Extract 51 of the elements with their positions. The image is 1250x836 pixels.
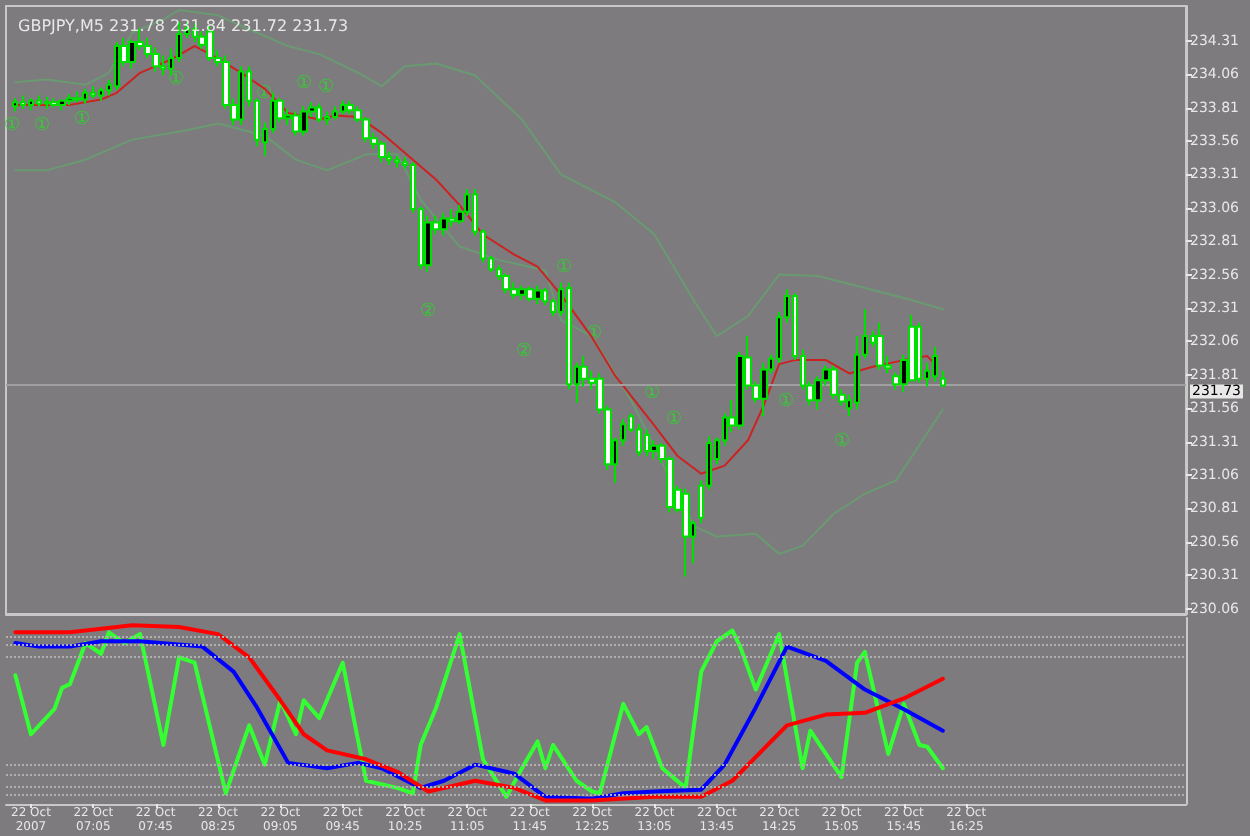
candlestick — [394, 154, 400, 169]
candlestick — [50, 97, 58, 109]
candlestick — [82, 87, 88, 105]
candlestick — [12, 97, 18, 113]
candlestick — [44, 95, 50, 110]
candlestick — [682, 487, 690, 578]
annotation: ② — [420, 300, 436, 320]
candlestick — [440, 212, 448, 237]
candlestick — [502, 272, 510, 295]
candlestick — [332, 105, 338, 121]
candlestick — [152, 46, 160, 73]
candlestick — [916, 321, 922, 384]
annotation: ① — [834, 430, 850, 450]
candlestick — [424, 214, 432, 273]
candlestick — [316, 102, 322, 124]
candlestick — [324, 110, 330, 126]
candlestick — [830, 364, 838, 400]
annotation: ① — [74, 108, 90, 128]
candlestick — [378, 139, 386, 164]
candlestick — [160, 54, 166, 77]
candlestick — [526, 285, 534, 303]
candlestick — [90, 85, 96, 100]
candlestick — [114, 41, 120, 92]
candlestick — [74, 90, 82, 104]
candlestick — [534, 284, 542, 305]
candlestick — [98, 86, 104, 102]
candlestick — [876, 321, 884, 371]
annotation: ② — [516, 340, 532, 360]
candlestick — [932, 345, 938, 383]
candlestick — [760, 361, 768, 418]
annotation: ① — [34, 114, 50, 134]
candlestick — [644, 428, 650, 458]
candlestick — [292, 110, 300, 137]
candlestick — [66, 93, 74, 106]
annotation: ① — [556, 256, 572, 276]
candlestick — [510, 281, 518, 300]
candlestick — [518, 284, 526, 301]
candlestick — [346, 99, 354, 116]
candlestick — [238, 65, 244, 126]
candlestick — [58, 98, 66, 112]
candlestick — [300, 105, 308, 137]
candlestick — [340, 99, 346, 116]
annotation: ① — [296, 72, 312, 92]
candlestick — [448, 208, 456, 228]
annotation: ① — [666, 408, 682, 428]
candlestick — [940, 369, 946, 388]
candlestick — [28, 97, 34, 112]
candlestick — [36, 94, 42, 108]
annotation: ① — [318, 76, 334, 96]
annotation: ① — [778, 390, 794, 410]
candlestick — [20, 94, 26, 110]
